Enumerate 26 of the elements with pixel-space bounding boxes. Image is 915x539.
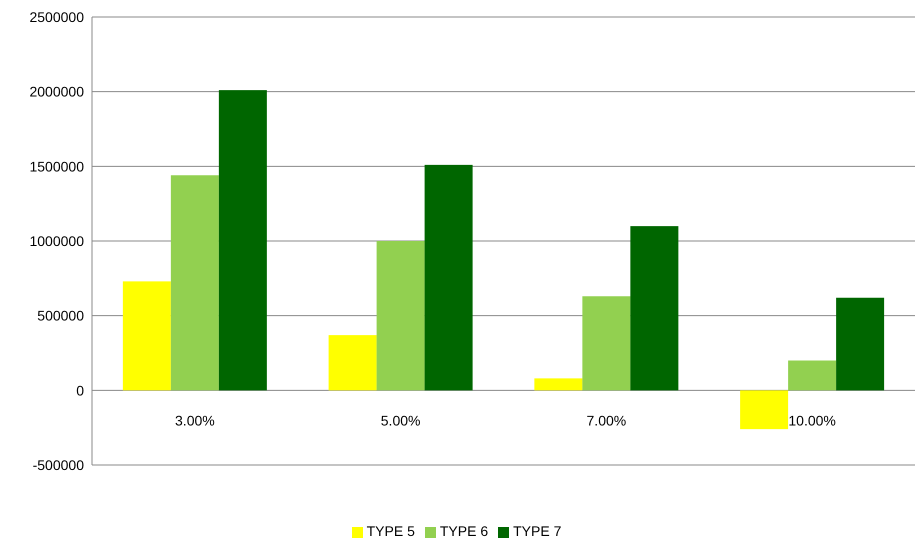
bar [740,390,788,430]
y-tick-label: -500000 [32,456,84,473]
bar [788,360,836,390]
y-tick-label: 1500000 [29,158,84,174]
y-tick-label: 2000000 [29,84,84,100]
bar [630,226,678,390]
y-tick-label: 1000000 [29,232,84,249]
legend-label: TYPE 6 [440,523,488,539]
x-tick-label: 7.00% [586,412,626,429]
bar [170,175,219,390]
x-tick-label: 5.00% [380,412,420,429]
x-tick-label: 3.00% [175,412,215,429]
legend-label: TYPE 7 [513,523,562,539]
y-tick-label: 500000 [37,308,84,324]
bar [424,164,473,390]
legend-label: TYPE 5 [366,523,415,539]
bar [122,281,171,390]
bar [218,90,267,390]
bar [582,296,630,390]
bar [836,298,884,390]
y-tick-label: 2500000 [29,8,84,25]
bar [376,241,425,390]
x-tick-label: 10.00% [788,412,836,429]
bar [534,378,582,390]
bar [328,335,377,390]
y-tick-label: 0 [76,382,84,398]
